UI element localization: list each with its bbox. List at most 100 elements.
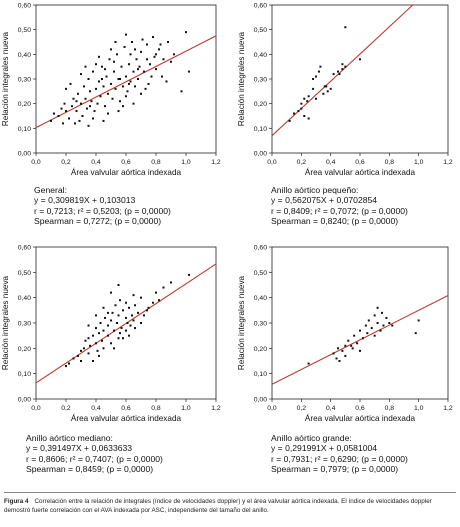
data-point [143,314,145,317]
data-point [373,314,376,317]
data-point [159,43,162,46]
data-point [104,68,106,71]
x-tick-label: 0,6 [355,405,365,412]
regression-line [271,4,414,137]
data-point [75,100,78,103]
data-point [131,314,133,317]
x-tick-label: 0,4 [326,159,336,166]
data-point [108,58,111,61]
data-point [152,36,154,39]
data-point [102,85,105,88]
data-point [303,115,306,117]
data-point [323,85,326,88]
data-point [312,87,315,90]
regression-line [35,35,217,129]
data-point [68,362,70,365]
stats-correlation: r = 0,8606; r² = 0,7407; (p = 0,0000) [26,453,163,464]
data-point [53,112,55,115]
x-tick-label: 1,0 [181,405,191,412]
data-point [98,80,100,83]
data-point [370,327,373,330]
data-point [137,68,139,71]
y-tick-label: 0,40 [18,295,31,302]
data-point [92,70,94,73]
data-point [337,70,339,73]
x-tick-label: 0,6 [121,405,131,412]
data-point [335,357,338,360]
data-point [165,80,168,83]
chart-panel-general: 0,00 0,10 0,20 0,30 0,40 0,50 0,60 0,0 0,2 0,4 0,6… [0,0,230,180]
data-point [359,329,361,332]
data-point [388,322,391,324]
data-point [155,68,157,71]
x-tick-label: 0,0 [267,405,277,412]
data-point [120,65,123,68]
y-tick-label: 0,20 [254,101,267,108]
data-point [147,82,150,85]
data-point [297,110,300,113]
y-tick-label: 0,10 [254,371,267,378]
y-tick-label: 0,30 [18,321,31,328]
plot-frame [35,4,217,154]
data-point [95,314,97,317]
data-point [117,110,120,113]
data-point [158,48,160,51]
y-axis-label: Relación integrales nueva [237,275,246,370]
data-point [63,102,66,105]
data-point [122,105,124,108]
data-point [337,347,339,350]
x-axis-label: Área valvular aórtica indexada [71,167,182,177]
data-point [102,329,105,332]
data-point [141,38,144,41]
x-tick-label: 0,8 [385,405,395,412]
y-tick-label: 0,00 [254,397,267,404]
data-point [306,100,309,103]
data-point [95,327,97,330]
data-point [376,322,379,324]
data-point [98,332,100,335]
data-point [71,105,73,108]
data-point [98,354,100,357]
x-tick-label: 0,8 [385,159,395,166]
y-tick-label: 0,60 [18,245,31,252]
x-tick-label: 0,4 [326,405,336,412]
data-point [107,324,109,327]
data-point [116,53,118,56]
stats-spearman: Spearman = 0,8240; (p = 0,0000) [271,216,399,227]
caption-label: Figura 4 [4,498,29,505]
caption-rule [4,492,456,493]
data-point [99,95,102,98]
stats-title: Anillo aórtico mediano: [26,433,113,443]
data-point [87,337,90,340]
data-point [317,70,320,73]
data-point [111,97,114,100]
data-point [111,311,114,314]
chart-panel-large: 0,00 0,10 0,20 0,30 0,40 0,50 0,60 0,0 0,2 0,4 0,6… [232,242,460,427]
y-tick-label: 0,20 [18,101,31,108]
data-point [167,41,169,43]
data-point [162,286,165,289]
data-point [95,342,97,345]
y-tick-label: 0,00 [18,397,31,404]
y-tick-label: 0,00 [18,151,31,158]
data-point [57,115,60,117]
data-point [119,299,121,302]
x-tick-label: 1,0 [181,159,191,166]
data-point [312,78,315,80]
data-point [92,360,94,362]
y-tick-label: 0,10 [254,126,267,133]
data-point [95,87,97,90]
y-axis-label: Relación integrales nueva [237,31,246,126]
data-point [122,309,124,312]
caption-text: Correlación entre la relación de integra… [4,498,432,514]
data-point [98,55,100,58]
data-point [347,339,350,342]
data-point [138,65,141,68]
data-point [351,347,354,350]
x-tick-label: 1,2 [443,159,453,166]
y-tick-label: 0,40 [18,52,31,59]
data-point [293,112,295,115]
data-point [120,327,123,330]
stats-title: Anillo aórtico pequeño: [271,185,359,195]
data-point [92,334,94,337]
